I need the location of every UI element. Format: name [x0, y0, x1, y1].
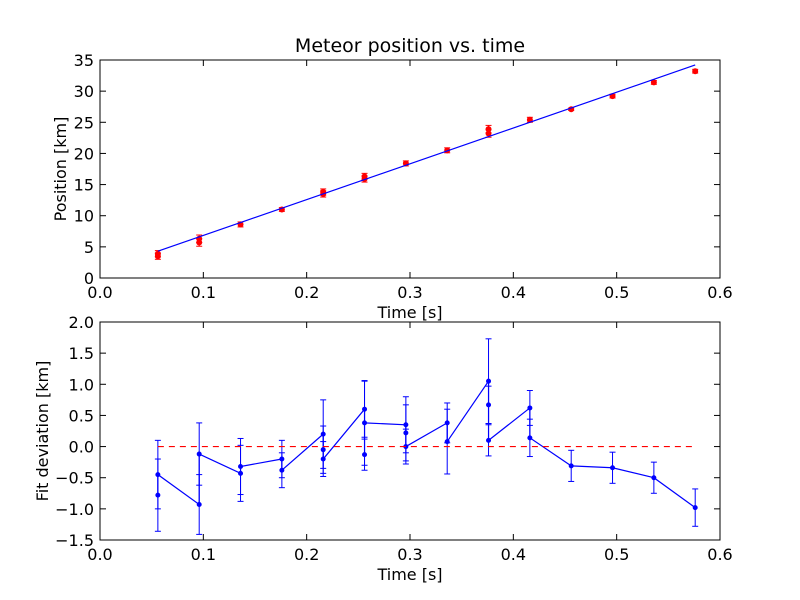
- x-tick-label: 0.2: [294, 545, 319, 564]
- data-point: [486, 437, 492, 443]
- y-axis-label: Position [km]: [51, 117, 70, 222]
- y-tick-label: 15: [74, 176, 94, 195]
- y-tick-label: 2.0: [69, 313, 94, 332]
- x-tick-label: 0.1: [191, 545, 216, 564]
- data-point: [527, 405, 533, 411]
- deviation-chart: 0.0 0.1 0.2 0.3 0.4 0.5 0.6 −1.5 −1.0 −0.5 0.0 0.5 1…: [33, 313, 733, 584]
- data-point: [486, 378, 492, 384]
- data-point: [238, 470, 244, 476]
- x-tick-label: 0.4: [501, 545, 526, 564]
- data-point: [444, 439, 450, 445]
- data-point: [196, 501, 202, 507]
- x-tick-label: 0.0: [87, 283, 112, 302]
- x-tick-label: 0.5: [604, 283, 629, 302]
- y-tick-label: −1.0: [55, 500, 94, 519]
- data-point: [362, 420, 368, 426]
- y-tick-label: 30: [74, 82, 94, 101]
- position-chart: 0.0 0.1 0.2 0.3 0.4 0.5 0.6 0 5 10 15 20 25 30 35 Meteo…: [51, 35, 733, 322]
- x-tick-label: 0.6: [707, 545, 732, 564]
- x-tick-label: 0.0: [87, 545, 112, 564]
- data-point: [403, 422, 409, 428]
- data-point: [155, 492, 161, 498]
- y-tick-label: 0: [84, 269, 94, 288]
- y-tick-label: 5: [84, 238, 94, 257]
- y-tick-label: 0.5: [69, 406, 94, 425]
- data-point: [527, 435, 533, 441]
- y-tick-label: 20: [74, 144, 94, 163]
- y-tick-label: 25: [74, 113, 94, 132]
- data-point: [362, 406, 368, 412]
- data-point: [692, 68, 699, 75]
- y-tick-label: −1.5: [55, 531, 94, 550]
- x-tick-label: 0.6: [707, 283, 732, 302]
- x-tick-label: 0.3: [397, 545, 422, 564]
- data-point: [320, 431, 326, 437]
- x-tick-label: 0.1: [191, 283, 216, 302]
- y-tick-label: 1.0: [69, 375, 94, 394]
- data-point: [196, 239, 203, 246]
- x-axis-label: Time [s]: [376, 303, 442, 322]
- data-point: [403, 430, 409, 436]
- x-axis-label: Time [s]: [376, 565, 442, 584]
- plot-frame: [99, 321, 721, 541]
- data-point: [610, 465, 616, 471]
- plot-frame: [99, 59, 721, 279]
- data-point: [155, 472, 161, 478]
- data-point: [568, 463, 574, 469]
- data-point: [320, 456, 326, 462]
- x-tick-label: 0.2: [294, 283, 319, 302]
- data-point: [279, 456, 285, 462]
- data-point: [320, 447, 326, 453]
- data-point: [362, 452, 368, 458]
- x-tick-label: 0.3: [397, 283, 422, 302]
- data-point: [279, 467, 285, 473]
- data-point: [486, 402, 492, 408]
- y-tick-label: 0.0: [69, 438, 94, 457]
- data-point: [154, 253, 161, 260]
- x-tick-label: 0.5: [604, 545, 629, 564]
- y-tick-label: −0.5: [55, 469, 94, 488]
- y-tick-label: 10: [74, 207, 94, 226]
- y-axis-label: Fit deviation [km]: [33, 361, 52, 502]
- chart-title: Meteor position vs. time: [295, 35, 525, 57]
- fit-line: [157, 64, 696, 252]
- x-tick-label: 0.4: [501, 283, 526, 302]
- data-point: [692, 505, 698, 511]
- data-point: [485, 130, 492, 137]
- y-tick-label: 1.5: [69, 344, 94, 363]
- data-point: [651, 475, 657, 481]
- y-tick-label: 35: [74, 51, 94, 70]
- data-point: [444, 420, 450, 426]
- data-point: [650, 79, 657, 86]
- data-point: [238, 464, 244, 470]
- deviation-line: [157, 379, 696, 509]
- data-point: [196, 451, 202, 457]
